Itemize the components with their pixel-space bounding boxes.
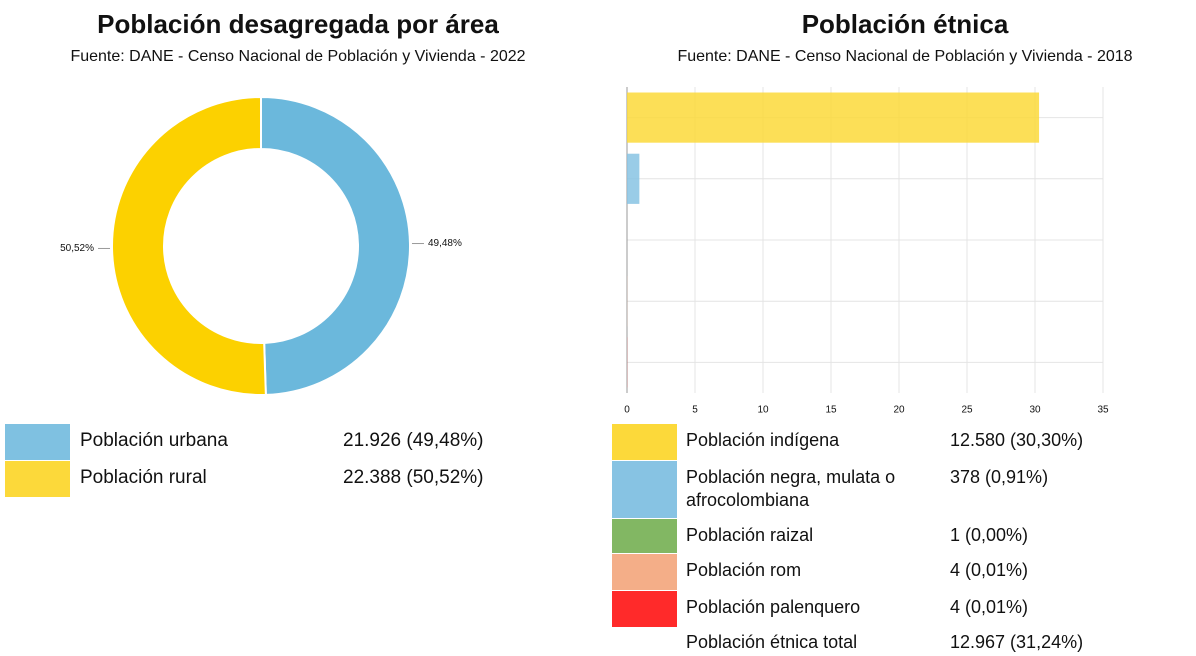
x-tick-label: 35 — [1097, 405, 1109, 416]
bar — [627, 92, 1040, 143]
legend-label: Población urbana — [80, 430, 228, 451]
legend-label: Población negra, mulata o afrocolombiana — [686, 467, 896, 510]
legend-swatch — [612, 424, 677, 460]
chart-title: Población desagregada por área — [97, 9, 499, 39]
chart-subtitle: Fuente: DANE - Censo Nacional de Poblaci… — [677, 48, 1132, 65]
legend-swatch — [612, 461, 677, 518]
x-tick-label: 15 — [825, 405, 837, 416]
bar — [627, 153, 640, 204]
x-tick-label: 20 — [893, 405, 905, 416]
legend-value: 378 (0,91%) — [950, 467, 1049, 487]
legend-label: Población raizal — [686, 525, 814, 545]
chart-subtitle: Fuente: DANE - Censo Nacional de Poblaci… — [70, 48, 525, 65]
legend-swatch — [612, 554, 677, 590]
legend-label: Población palenquero — [686, 597, 861, 617]
data-label: 49,48% — [428, 238, 462, 249]
chart-title: Población étnica — [802, 9, 1009, 39]
legend-value: 1 (0,00%) — [950, 525, 1029, 545]
data-label: 50,52% — [60, 243, 94, 254]
legend-swatch — [612, 591, 677, 627]
legend-value: 22.388 (50,52%) — [343, 467, 484, 488]
legend-label: Población rom — [686, 560, 802, 580]
legend-value: 4 (0,01%) — [950, 560, 1029, 580]
legend-label: Población rural — [80, 467, 207, 488]
total-value: 12.967 (31,24%) — [950, 632, 1084, 652]
legend-value: 4 (0,01%) — [950, 597, 1029, 617]
legend-value: 12.580 (30,30%) — [950, 430, 1084, 450]
x-tick-label: 25 — [961, 405, 973, 416]
x-tick-label: 10 — [757, 405, 769, 416]
donut-slice — [111, 95, 267, 396]
legend-label: Población indígena — [686, 430, 840, 450]
x-tick-label: 5 — [692, 405, 698, 416]
donut-slice — [260, 95, 411, 396]
legend-swatch — [5, 424, 70, 460]
x-tick-label: 30 — [1029, 405, 1041, 416]
legend-swatch — [5, 461, 70, 497]
total-label: Población étnica total — [686, 632, 858, 652]
legend-value: 21.926 (49,48%) — [343, 430, 484, 451]
x-tick-label: 0 — [624, 405, 630, 416]
legend-swatch — [612, 519, 677, 553]
